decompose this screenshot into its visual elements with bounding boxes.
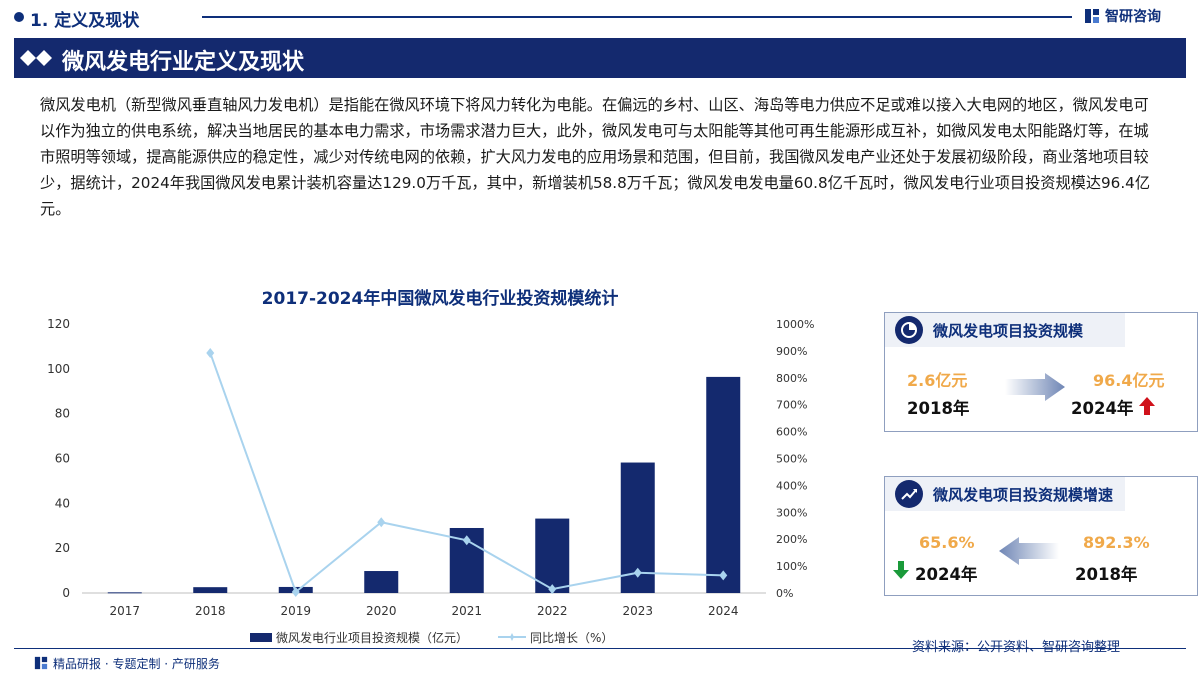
y-left-tick-label: 40 bbox=[55, 496, 70, 510]
x-tick-label: 2024 bbox=[708, 604, 739, 618]
y-left-tick-label: 0 bbox=[62, 586, 70, 600]
growth-point bbox=[548, 584, 557, 595]
title-banner: 微风发电行业定义及现状 bbox=[14, 38, 1186, 78]
section-title: 1. 定义及现状 bbox=[30, 11, 140, 31]
card-header: 微风发电项目投资规模 bbox=[885, 313, 1125, 347]
bar bbox=[107, 592, 142, 594]
brand-name: 智研咨询 bbox=[1105, 9, 1161, 25]
left-year: 2024年 bbox=[915, 565, 978, 584]
y-right-tick-label: 1000% bbox=[776, 318, 814, 331]
chart-title: 2017-2024年中国微风发电行业投资规模统计 bbox=[261, 289, 619, 309]
right-year: 2018年 bbox=[1075, 565, 1138, 584]
x-tick-label: 2017 bbox=[109, 604, 140, 618]
growth-point bbox=[377, 517, 386, 528]
arrow-right-icon bbox=[1005, 373, 1065, 401]
x-tick-label: 2020 bbox=[366, 604, 397, 618]
footer-logo-icon bbox=[34, 656, 48, 670]
right-value: 892.3% bbox=[1083, 533, 1150, 552]
x-tick-label: 2021 bbox=[451, 604, 482, 618]
y-left-tick-label: 60 bbox=[55, 452, 70, 466]
bar bbox=[193, 587, 228, 593]
y-left-tick-label: 120 bbox=[47, 317, 70, 331]
growth-point bbox=[206, 347, 215, 358]
footer-divider bbox=[14, 648, 1186, 649]
header-divider bbox=[202, 16, 1072, 18]
arrow-up-icon bbox=[1139, 397, 1155, 415]
investment-growth-card: 微风发电项目投资规模增速 65.6% 2024年 892.3% 2018年 bbox=[884, 476, 1198, 596]
y-right-tick-label: 800% bbox=[776, 372, 807, 385]
y-left-tick-label: 20 bbox=[55, 541, 70, 555]
legend-line-label: 同比增长（%） bbox=[530, 631, 614, 645]
bar bbox=[706, 376, 741, 593]
card-title: 微风发电项目投资规模 bbox=[933, 322, 1084, 340]
growth-point bbox=[291, 586, 300, 597]
investment-scale-card: 微风发电项目投资规模 2.6亿元 2018年 96.4亿元 2024年 bbox=[884, 312, 1198, 432]
bar bbox=[364, 571, 399, 593]
legend-bar-label: 微风发电行业项目投资规模（亿元） bbox=[276, 631, 469, 645]
trend-up-icon bbox=[895, 480, 923, 508]
y-right-tick-label: 100% bbox=[776, 560, 807, 573]
y-right-tick-label: 400% bbox=[776, 479, 807, 492]
card-title: 微风发电项目投资规模增速 bbox=[933, 486, 1114, 504]
to-value: 96.4亿元 bbox=[1093, 371, 1165, 390]
y-right-tick-label: 900% bbox=[776, 345, 807, 358]
intro-paragraph: 微风发电机（新型微风垂直轴风力发电机）是指能在微风环境下将风力转化为电能。在偏远… bbox=[40, 96, 1151, 218]
arrow-down-icon bbox=[893, 561, 909, 579]
data-source: 资料来源：公开资料、智研咨询整理 bbox=[912, 640, 1121, 655]
y-left-tick-label: 80 bbox=[55, 407, 70, 421]
diamond-icon bbox=[20, 50, 52, 66]
legend-bar-swatch bbox=[250, 633, 272, 642]
brand-logo-icon bbox=[1085, 9, 1099, 23]
x-tick-label: 2022 bbox=[537, 604, 568, 618]
y-right-tick-label: 300% bbox=[776, 506, 807, 519]
growth-point bbox=[719, 570, 728, 581]
banner-title: 微风发电行业定义及现状 bbox=[62, 50, 305, 75]
to-year: 2024年 bbox=[1071, 399, 1134, 418]
chart-dial-icon bbox=[895, 316, 923, 344]
y-right-tick-label: 200% bbox=[776, 533, 807, 546]
y-right-tick-label: 600% bbox=[776, 426, 807, 439]
bar bbox=[535, 518, 570, 593]
y-right-tick-label: 700% bbox=[776, 399, 807, 412]
growth-point bbox=[462, 535, 471, 546]
investment-chart: 0 20 40 60 80 100 120 0% 100% 200% 300% 400% 500% 600… bbox=[47, 317, 814, 618]
arrow-left-icon bbox=[999, 537, 1059, 565]
left-value: 65.6% bbox=[919, 533, 975, 552]
from-value: 2.6亿元 bbox=[907, 371, 968, 390]
footer-slogan: 精品研报 · 专题定制 · 产研服务 bbox=[53, 657, 220, 671]
bullet-dot-icon bbox=[14, 12, 24, 22]
top-header: 1. 定义及现状 智研咨询 bbox=[0, 0, 1200, 34]
x-tick-label: 2018 bbox=[195, 604, 226, 618]
x-tick-label: 2023 bbox=[622, 604, 653, 618]
y-left-tick-label: 100 bbox=[47, 362, 70, 376]
chart-legend: 微风发电行业项目投资规模（亿元） 同比增长（%） bbox=[250, 629, 670, 647]
growth-point bbox=[633, 567, 642, 578]
legend-line-swatch bbox=[498, 633, 526, 641]
card-header: 微风发电项目投资规模增速 bbox=[885, 477, 1125, 511]
from-year: 2018年 bbox=[907, 399, 970, 418]
x-tick-label: 2019 bbox=[280, 604, 311, 618]
y-right-tick-label: 500% bbox=[776, 453, 807, 466]
y-right-tick-label: 0% bbox=[776, 587, 793, 600]
